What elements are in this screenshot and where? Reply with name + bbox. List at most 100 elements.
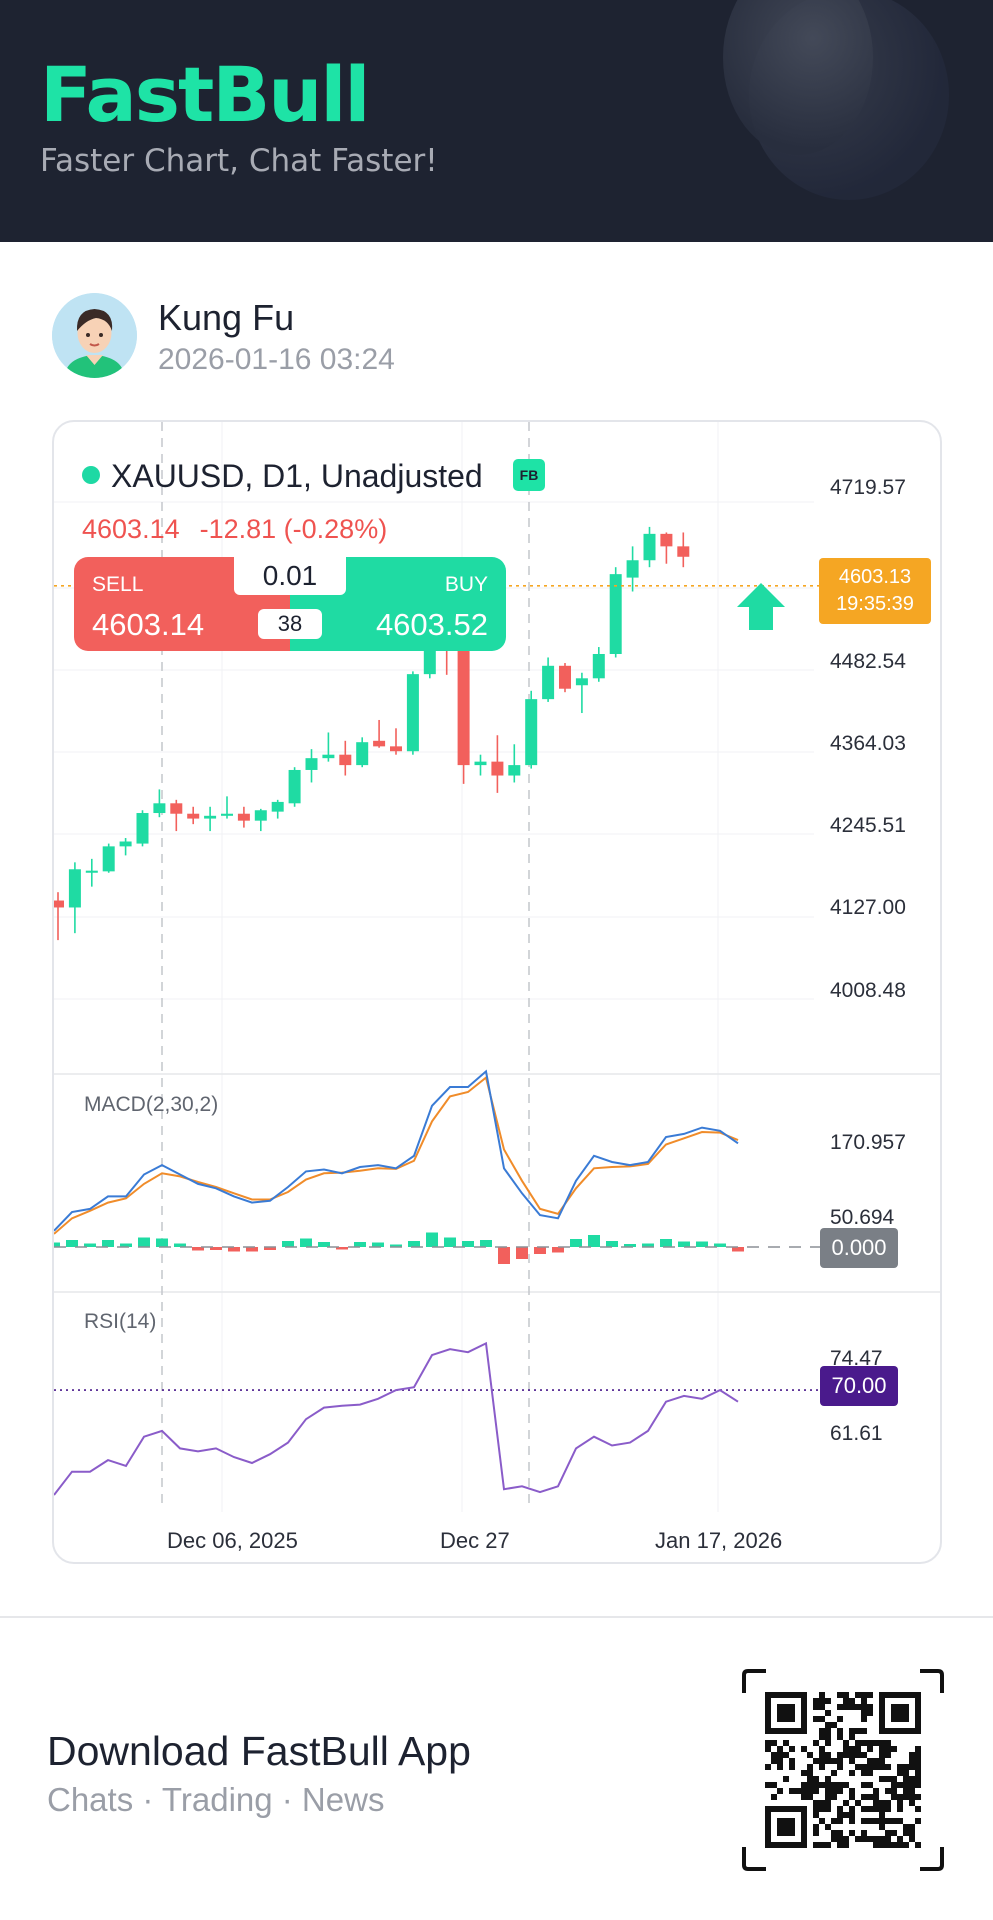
- qr-module: [903, 1770, 909, 1776]
- qr-module: [879, 1836, 885, 1842]
- qr-module: [879, 1758, 885, 1764]
- instrument-title[interactable]: XAUUSD, D1, Unadjusted: [111, 458, 483, 494]
- download-title[interactable]: Download FastBull App: [47, 1728, 471, 1774]
- qr-module: [891, 1830, 897, 1836]
- macd-histogram-bar: [732, 1247, 744, 1252]
- qr-module: [903, 1842, 909, 1848]
- qr-module: [813, 1824, 819, 1830]
- footer-divider: [0, 1616, 993, 1618]
- macd-histogram-bar: [54, 1242, 60, 1247]
- qr-module: [831, 1770, 837, 1776]
- qr-module: [843, 1812, 849, 1818]
- macd-histogram-bar: [120, 1243, 132, 1247]
- qr-module: [909, 1764, 915, 1770]
- qr-module: [861, 1710, 867, 1716]
- qr-module: [825, 1752, 831, 1758]
- candle-body: [457, 649, 470, 766]
- qr-module: [879, 1812, 885, 1818]
- macd-title[interactable]: MACD(2,30,2): [84, 1093, 219, 1116]
- candle-body: [305, 758, 318, 770]
- qr-module: [867, 1836, 873, 1842]
- qr-module: [885, 1836, 891, 1842]
- qr-module: [897, 1818, 903, 1824]
- qr-module: [801, 1782, 807, 1788]
- avatar[interactable]: [52, 293, 137, 378]
- qr-module: [813, 1800, 819, 1806]
- qr-module: [855, 1740, 861, 1746]
- qr-module: [915, 1770, 921, 1776]
- qr-module: [873, 1806, 879, 1812]
- candle-body: [102, 846, 115, 872]
- candle-body: [288, 769, 301, 804]
- macd-histogram-bar: [534, 1247, 546, 1254]
- qr-module: [813, 1806, 819, 1812]
- up-arrow-icon: [737, 583, 785, 630]
- price-axis-label: 4245.51: [830, 814, 906, 837]
- qr-module: [765, 1746, 771, 1752]
- qr-module: [897, 1836, 903, 1842]
- last-price: 4603.14: [82, 514, 180, 544]
- qr-module: [861, 1752, 867, 1758]
- qr-module: [879, 1806, 885, 1812]
- qr-finder: [777, 1818, 795, 1836]
- qr-module: [819, 1716, 825, 1722]
- qr-module: [771, 1740, 777, 1746]
- qr-module: [867, 1782, 873, 1788]
- rsi-title[interactable]: RSI(14): [84, 1310, 157, 1333]
- macd-histogram-bar: [552, 1247, 564, 1253]
- qr-module: [909, 1752, 915, 1758]
- qr-module: [885, 1764, 891, 1770]
- username[interactable]: Kung Fu: [158, 297, 295, 338]
- qr-module: [867, 1758, 873, 1764]
- qr-module: [771, 1752, 777, 1758]
- qr-module: [825, 1788, 831, 1794]
- macd-line: [54, 1069, 739, 1232]
- qr-module: [873, 1800, 879, 1806]
- qr-module: [861, 1818, 867, 1824]
- qr-module: [777, 1758, 783, 1764]
- qr-module: [915, 1764, 921, 1770]
- qr-module: [879, 1746, 885, 1752]
- qr-module: [831, 1782, 837, 1788]
- qr-module: [879, 1824, 885, 1830]
- qr-module: [825, 1710, 831, 1716]
- macd-histogram-bar: [174, 1243, 186, 1247]
- qr-code[interactable]: [742, 1669, 944, 1871]
- candle-body: [406, 674, 419, 752]
- qr-module: [849, 1806, 855, 1812]
- qr-module: [843, 1752, 849, 1758]
- qr-module: [771, 1758, 777, 1764]
- qr-module: [813, 1776, 819, 1782]
- macd-histogram-bar: [318, 1242, 330, 1247]
- qr-module: [885, 1746, 891, 1752]
- qr-module: [843, 1842, 849, 1848]
- qr-module: [819, 1806, 825, 1812]
- candle-body: [136, 813, 149, 844]
- brand-logo: FastBull: [40, 50, 370, 139]
- qr-module: [831, 1818, 837, 1824]
- qr-module: [885, 1788, 891, 1794]
- candle-body: [491, 761, 504, 776]
- qr-module: [849, 1704, 855, 1710]
- qr-module: [813, 1704, 819, 1710]
- macd-histogram-bar: [156, 1238, 168, 1247]
- candle-body: [237, 813, 250, 821]
- macd-histogram-bar: [66, 1240, 78, 1247]
- lot-size-input[interactable]: 0.01: [234, 557, 346, 595]
- qr-module: [915, 1776, 921, 1782]
- qr-module: [903, 1824, 909, 1830]
- qr-module: [861, 1716, 867, 1722]
- qr-module: [777, 1788, 783, 1794]
- qr-module: [861, 1740, 867, 1746]
- price-axis-label: 4364.03: [830, 732, 906, 755]
- qr-module: [837, 1788, 843, 1794]
- qr-module: [873, 1836, 879, 1842]
- qr-module: [825, 1824, 831, 1830]
- macd-histogram-bar: [102, 1240, 114, 1247]
- chart-card[interactable]: XAUUSD, D1, Unadjusted FB 4603.14 -12.81 …: [52, 420, 942, 1564]
- qr-module: [837, 1758, 843, 1764]
- qr-module: [819, 1692, 825, 1698]
- qr-module: [843, 1800, 849, 1806]
- candle-body: [170, 803, 183, 814]
- qr-module: [849, 1812, 855, 1818]
